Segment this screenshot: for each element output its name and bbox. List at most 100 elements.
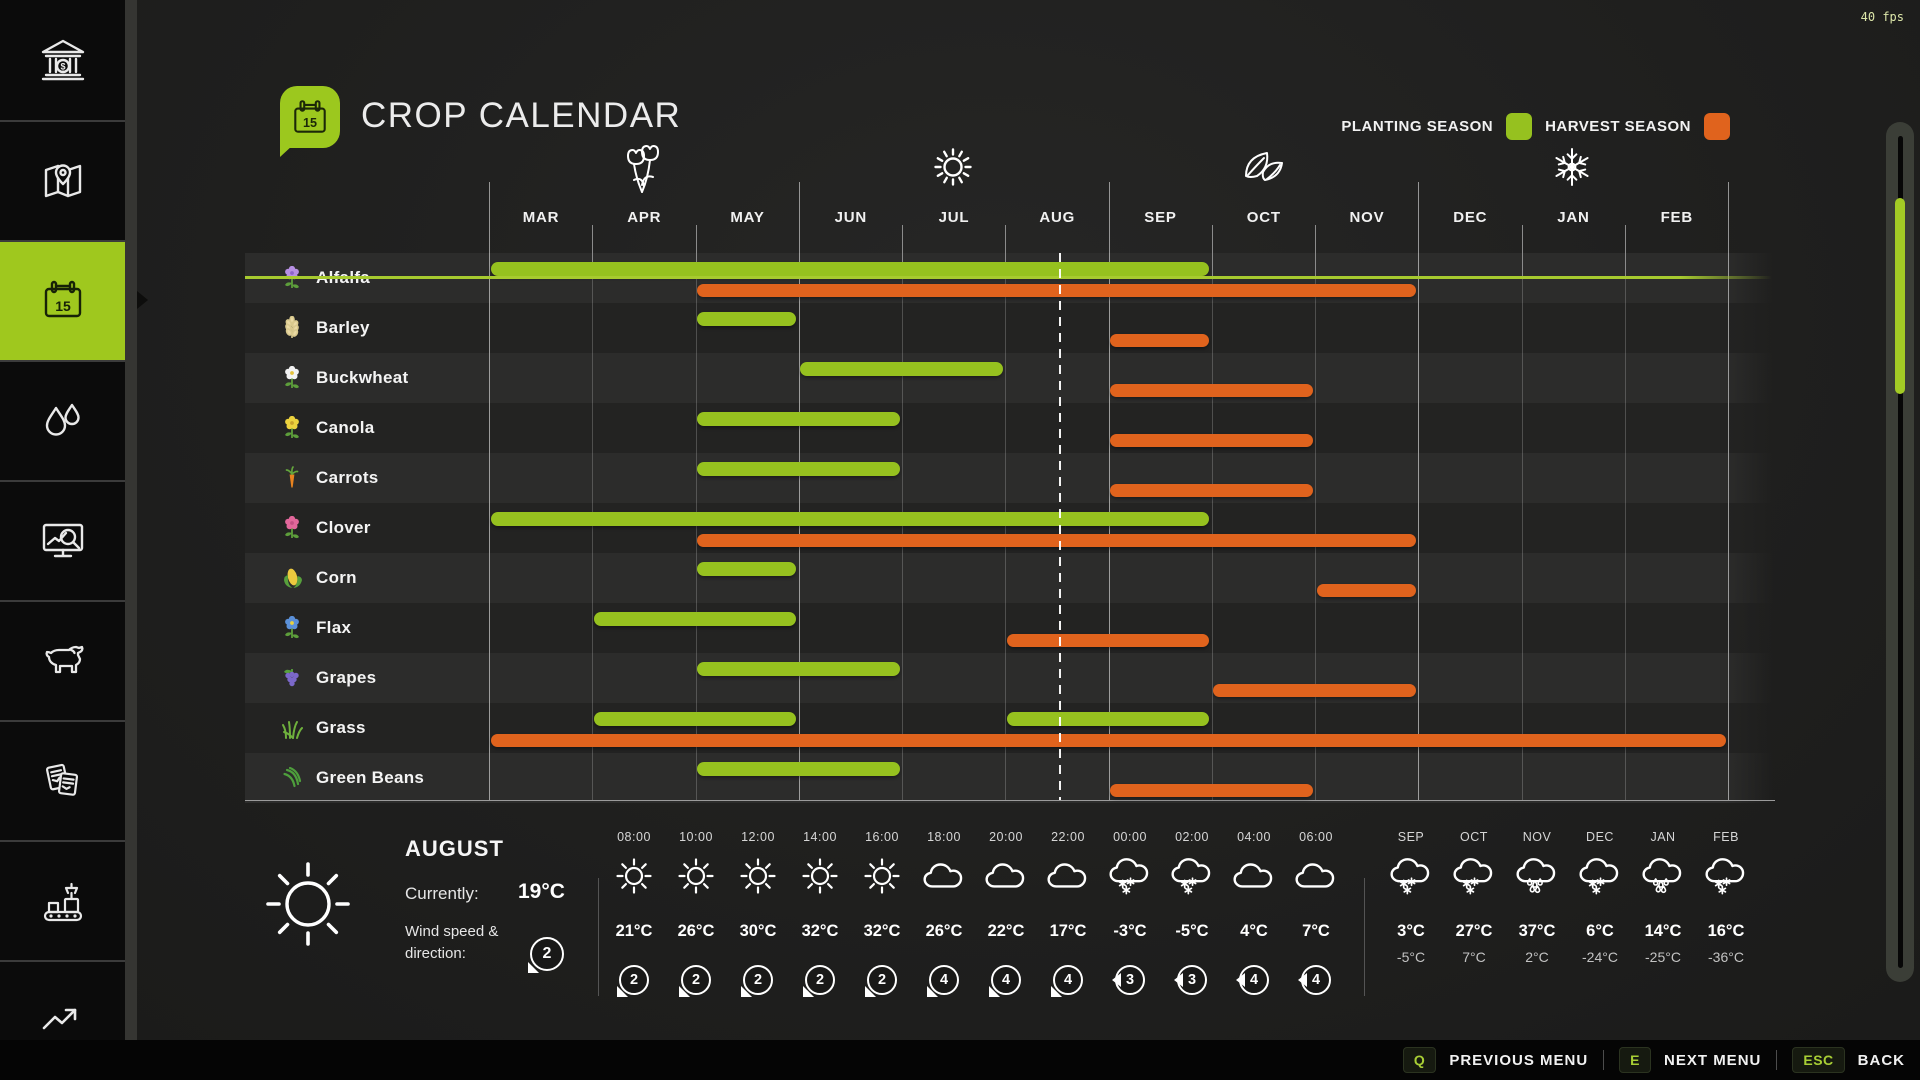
forecast-month: DEC xyxy=(1586,830,1614,844)
snow-weather-icon xyxy=(1168,854,1216,898)
wind-direction-icon xyxy=(865,985,877,997)
wind-direction-icon xyxy=(1051,985,1063,997)
grass-crop-icon xyxy=(281,716,303,740)
wind-badge: 2 xyxy=(865,965,897,997)
season-divider xyxy=(1418,182,1420,800)
month-tick xyxy=(1315,225,1316,277)
forecast-temp: 26°C xyxy=(677,922,715,940)
selected-item-pointer-icon xyxy=(137,291,148,309)
wind-direction-icon xyxy=(1174,973,1183,987)
map-icon xyxy=(36,154,90,208)
forecast-temp: 26°C xyxy=(925,922,963,940)
grid-line xyxy=(1521,253,1523,800)
scrollbar-thumb[interactable] xyxy=(1895,198,1905,394)
hourly-forecast-item: 10:00 26°C 2 xyxy=(665,830,727,1005)
crop-label: Corn xyxy=(316,568,357,587)
sidebar-item-calendar[interactable]: 15 xyxy=(0,240,125,360)
crop-cell: Buckwheat xyxy=(281,353,408,403)
corn-crop-icon xyxy=(281,566,303,590)
month-label-oct: OCT xyxy=(1246,209,1281,226)
crop-row-beans: Green Beans xyxy=(245,753,1775,803)
sun-icon xyxy=(930,144,976,190)
sidebar-item-production[interactable] xyxy=(0,840,125,960)
sidebar-item-prices[interactable] xyxy=(0,480,125,600)
forecast-low-temp: -36°C xyxy=(1708,949,1744,965)
hourly-forecast-item: 06:00 7°C 4 xyxy=(1285,830,1347,1005)
sidebar-item-finances[interactable]: $ xyxy=(0,0,125,120)
crop-label: Barley xyxy=(316,318,370,337)
sidebar: $15 xyxy=(0,0,125,1080)
planting-bar xyxy=(593,712,797,726)
current-temperature: 19°C xyxy=(518,880,565,903)
crop-row-grapes: Grapes xyxy=(245,653,1775,703)
forecast-time: 06:00 xyxy=(1299,830,1333,844)
hourly-forecast-item: 22:00 17°C 4 xyxy=(1037,830,1099,1005)
wind-badge: 3 xyxy=(1112,965,1145,995)
hourly-forecast-item: 00:00 -3°C 3 xyxy=(1099,830,1161,1005)
forecast-time: 12:00 xyxy=(741,830,775,844)
flax-crop-icon xyxy=(281,616,303,640)
season-divider xyxy=(798,182,800,800)
planting-bar xyxy=(697,462,900,476)
sidebar-item-water[interactable] xyxy=(0,360,125,480)
wind-direction-icon xyxy=(1112,973,1121,987)
wind-direction-icon xyxy=(617,985,629,997)
wind-badge: 3 xyxy=(1174,965,1207,995)
month-tick xyxy=(1521,225,1523,277)
monitor-icon xyxy=(36,514,90,568)
forecast-time: 20:00 xyxy=(989,830,1023,844)
sidebar-item-statistics[interactable] xyxy=(0,960,125,1080)
sidebar-item-animals[interactable] xyxy=(0,600,125,720)
stats-icon xyxy=(36,994,90,1048)
forecast-time: 10:00 xyxy=(679,830,713,844)
grid-line xyxy=(1005,253,1007,800)
crop-cell: Green Beans xyxy=(281,753,424,803)
crop-label: Clover xyxy=(316,518,371,537)
month-tick xyxy=(902,225,903,277)
hourly-forecast-item: 12:00 30°C 2 xyxy=(727,830,789,1005)
forecast-temp: 32°C xyxy=(863,922,901,940)
forecast-high-temp: 16°C xyxy=(1707,922,1745,940)
rain-weather-icon xyxy=(1639,854,1687,898)
wind-direction-icon xyxy=(1298,973,1307,987)
production-icon xyxy=(36,874,90,928)
planting-bar xyxy=(697,562,797,576)
planting-bar xyxy=(490,262,1210,276)
scrollbar-track[interactable] xyxy=(1898,136,1903,968)
wind-badge: 4 xyxy=(1236,965,1269,995)
wind-direction-icon xyxy=(679,985,691,997)
harvest-bar xyxy=(490,734,1726,747)
crop-label: Buckwheat xyxy=(316,368,409,387)
snow-weather-icon xyxy=(1387,854,1435,898)
menu-label: NEXT MENU xyxy=(1664,1051,1762,1069)
forecast-time: 22:00 xyxy=(1051,830,1085,844)
wind-badge: 2 xyxy=(528,937,564,973)
sidebar-item-contracts[interactable] xyxy=(0,720,125,840)
crop-row-buckwheat: Buckwheat xyxy=(245,353,1775,403)
calendar-icon: 15 xyxy=(36,274,90,328)
current-weather-icon xyxy=(252,848,364,960)
monthly-forecast-item: JAN 14°C -25°C xyxy=(1632,830,1694,1005)
snowflake-icon xyxy=(1549,144,1595,190)
crop-row-corn: Corn xyxy=(245,553,1775,603)
scrollbar xyxy=(1886,122,1914,982)
current-month-title: AUGUST xyxy=(405,836,504,861)
crop-label: Grass xyxy=(316,718,366,737)
harvest-bar xyxy=(697,534,1416,547)
month-label-nov: NOV xyxy=(1349,209,1385,226)
wind-badge: 2 xyxy=(741,965,773,997)
wind-badge: 2 xyxy=(617,965,649,997)
menu-action-previous-menu[interactable]: Q PREVIOUS MENU xyxy=(1402,1047,1588,1073)
season-divider xyxy=(489,182,490,800)
current-date-marker xyxy=(1059,253,1061,800)
menu-action-next-menu[interactable]: E NEXT MENU xyxy=(1619,1047,1761,1073)
wind-badge: 4 xyxy=(1051,965,1083,997)
forecast-time: 02:00 xyxy=(1175,830,1209,844)
menu-action-back[interactable]: ESC BACK xyxy=(1792,1047,1905,1073)
forecast-time: 16:00 xyxy=(865,830,899,844)
forecast-temp: 30°C xyxy=(739,922,777,940)
sidebar-item-map[interactable] xyxy=(0,120,125,240)
sun-weather-icon xyxy=(672,854,720,898)
wind-direction-icon xyxy=(989,985,1001,997)
legend: PLANTING SEASON HARVEST SEASON xyxy=(1330,113,1730,140)
